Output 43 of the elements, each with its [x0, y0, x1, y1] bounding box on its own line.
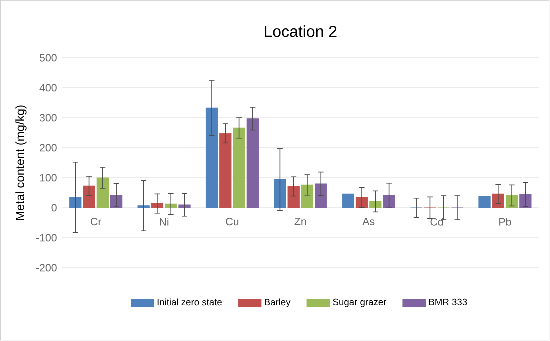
legend-label: Sugar grazer — [333, 298, 387, 308]
bar — [70, 197, 82, 208]
y-tick-label: 400 — [40, 84, 57, 92]
legend-label: Initial zero state — [158, 298, 222, 306]
chart-title: Location 2 — [265, 26, 337, 38]
y-tick-label: 500 — [40, 54, 57, 62]
x-tick-label: Zn — [294, 218, 306, 226]
x-tick-label: Cd — [430, 218, 444, 226]
bar — [342, 194, 354, 208]
legend-label: Barley — [265, 298, 291, 308]
x-tick-label: Cu — [226, 218, 239, 226]
bar — [220, 133, 232, 208]
x-tick-label: Ni — [160, 218, 169, 226]
bar — [315, 184, 328, 208]
bar — [301, 184, 314, 208]
bar — [383, 195, 396, 208]
bar — [83, 186, 96, 208]
bar — [492, 194, 504, 208]
y-tick-label: -100 — [36, 234, 57, 242]
bar — [151, 204, 164, 208]
bar — [246, 118, 259, 208]
x-tick-label: As — [362, 218, 375, 226]
bar — [370, 201, 382, 208]
bar — [138, 206, 150, 208]
y-tick-label: 300 — [40, 114, 57, 122]
bar — [520, 194, 532, 208]
y-tick-label: 100 — [40, 174, 57, 182]
y-tick-label: 200 — [40, 144, 57, 152]
bar — [165, 204, 178, 208]
bar — [206, 108, 218, 208]
bar — [274, 180, 286, 208]
legend-label: BMR 333 — [429, 298, 468, 306]
bar — [233, 128, 246, 208]
bar — [478, 196, 491, 208]
y-axis-title: Metal content (mg/kg) — [16, 106, 27, 220]
bar — [506, 195, 518, 208]
bar — [288, 186, 300, 208]
x-tick-label: Cr — [91, 218, 102, 226]
bar — [178, 204, 191, 208]
y-tick-label: 0 — [52, 204, 57, 212]
y-tick-label: -200 — [36, 264, 57, 272]
bar — [96, 178, 109, 208]
x-tick-label: Pb — [500, 218, 512, 226]
